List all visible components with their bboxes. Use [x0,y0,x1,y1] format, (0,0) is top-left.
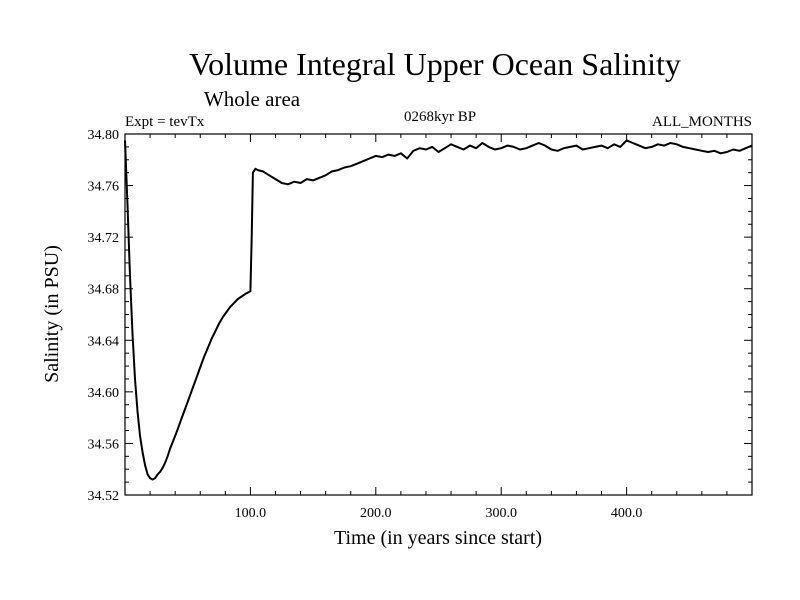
x-tick-label: 300.0 [485,506,517,521]
y-tick-label: 34.56 [88,437,120,452]
x-tick-label: 200.0 [360,506,392,521]
x-axis-label: Time (in years since start) [334,527,542,549]
x-tick-label: 400.0 [611,506,643,521]
y-axis-label: Salinity (in PSU) [41,245,63,383]
axes-layer: 34.52 34.56 34.60 34.64 34.68 34.72 34.76 34.80… [88,128,752,521]
chart-title: Volume Integral Upper Ocean Salinity [189,46,681,82]
y-tick-label: 34.80 [88,128,120,143]
y-tick-label: 34.72 [88,231,120,246]
y-tick-label: 34.52 [88,489,120,504]
y-tick-label: 34.76 [88,180,120,195]
experiment-label: Expt = tevTx [125,114,205,130]
plot-frame [124,133,753,496]
y-tick-label: 34.64 [88,334,120,349]
months-label: ALL_MONTHS [652,114,752,130]
period-label: 0268kyr BP [404,109,476,125]
salinity-series-line [124,139,753,481]
y-tick-label: 34.68 [88,283,120,298]
chart-subtitle: Whole area [204,87,301,111]
x-tick-label: 100.0 [235,506,267,521]
y-tick-label: 34.60 [88,386,120,401]
